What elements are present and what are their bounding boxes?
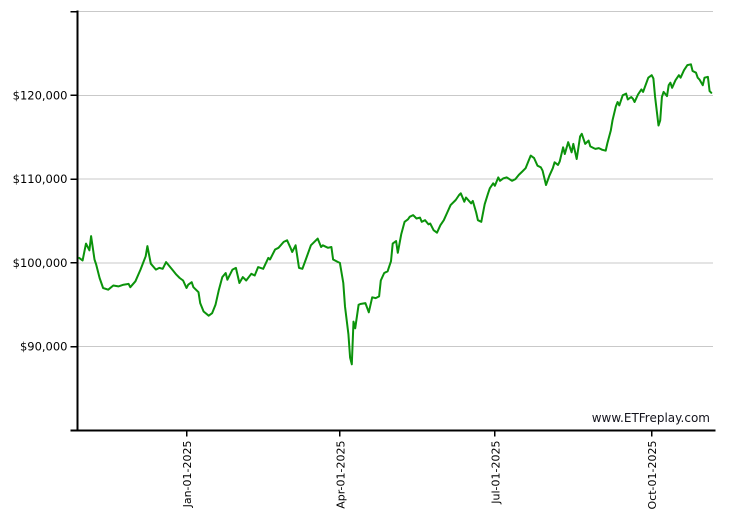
y-gridlines <box>77 11 713 348</box>
axis-ticks <box>70 10 653 437</box>
y-axis-tick-labels: $90,000 $100,000 $110,000 $120,000 <box>13 88 68 353</box>
y-tick-label: $100,000 <box>13 256 68 270</box>
price-line <box>78 63 713 366</box>
y-tick-label: $110,000 <box>13 172 68 186</box>
y-tick-label: $90,000 <box>20 340 68 354</box>
x-tick-label: Apr-01-2025 <box>334 441 347 509</box>
axes <box>70 10 716 432</box>
x-tick-label: Jan-01-2025 <box>181 441 194 509</box>
x-axis-tick-labels: Jan-01-2025 Apr-01-2025 Jul-01-2025 Oct-01-… <box>181 440 659 509</box>
etfreplay-watermark: www.ETFreplay.com <box>591 411 710 425</box>
x-tick-label: Oct-01-2025 <box>646 441 659 510</box>
x-tick-label: Jul-01-2025 <box>489 440 502 504</box>
y-tick-label: $120,000 <box>13 88 68 102</box>
